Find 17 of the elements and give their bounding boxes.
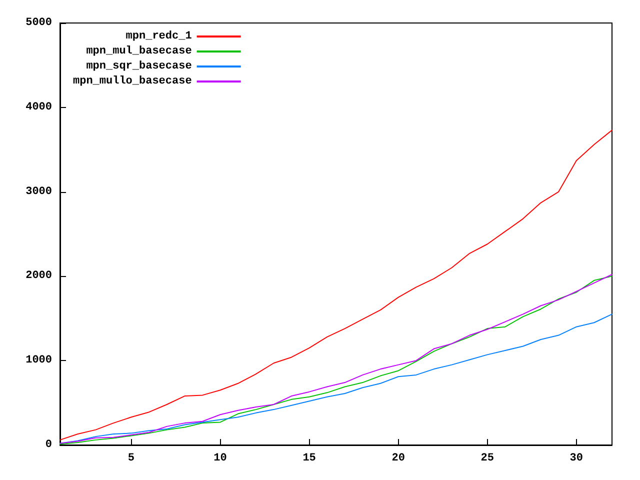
y-tick-label: 2000	[26, 270, 52, 282]
y-tick-label: 0	[45, 439, 52, 451]
x-tick-label: 30	[570, 452, 583, 464]
x-tick-label: 15	[302, 452, 316, 464]
legend-label: mpn_mul_basecase	[86, 46, 192, 58]
y-tick-label: 3000	[26, 186, 52, 198]
x-tick-label: 25	[480, 452, 494, 464]
y-tick-label: 5000	[26, 17, 52, 29]
legend-label: mpn_redc_1	[126, 30, 192, 42]
y-tick-label: 1000	[26, 354, 52, 367]
line-series	[60, 130, 612, 440]
legend-label: mpn_sqr_basecase	[86, 60, 192, 72]
y-tick-label: 4000	[26, 101, 52, 114]
x-tick-label: 20	[392, 452, 405, 464]
x-tick-label: 5	[128, 452, 135, 464]
x-tick-label: 10	[214, 452, 227, 464]
legend-label: mpn_mullo_basecase	[72, 76, 192, 88]
